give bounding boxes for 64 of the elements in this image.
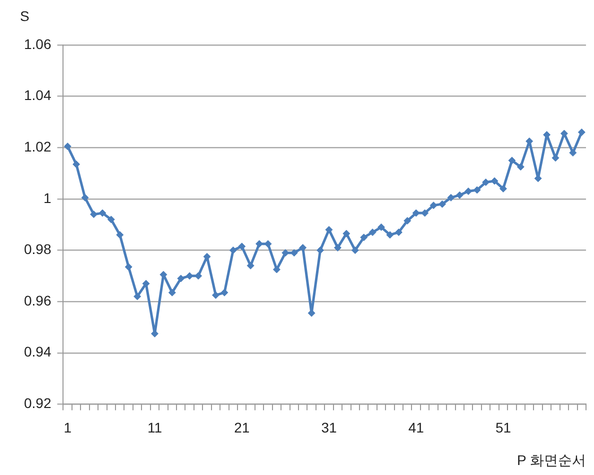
point <box>490 177 498 185</box>
y-tick-label: 0.96 <box>24 292 52 308</box>
point <box>334 244 342 252</box>
point <box>90 210 98 218</box>
y-tick-label: 1.04 <box>24 87 52 104</box>
point <box>299 244 307 252</box>
point <box>134 292 142 300</box>
point <box>569 149 577 157</box>
point <box>394 228 402 236</box>
point <box>560 130 568 138</box>
point <box>368 228 376 236</box>
point <box>464 187 472 195</box>
point <box>64 142 72 150</box>
point <box>220 288 228 296</box>
y-axis-title: S <box>20 8 30 24</box>
point <box>482 178 490 186</box>
x-tick-label: 51 <box>495 419 512 436</box>
point <box>116 231 124 239</box>
point <box>351 246 359 254</box>
point <box>238 242 246 250</box>
x-tick-label: 31 <box>321 419 337 436</box>
point <box>447 194 455 202</box>
point <box>430 202 438 210</box>
point <box>421 209 429 217</box>
point <box>272 266 280 274</box>
x-axis-title: P 화면순서 <box>517 452 586 470</box>
point <box>438 200 446 208</box>
point <box>81 194 89 202</box>
y-tick-label: 0.98 <box>24 241 52 258</box>
x-tick-label: 1 <box>64 419 72 436</box>
point <box>360 234 368 242</box>
x-tick-label: 11 <box>147 419 162 436</box>
x-tick-label: 41 <box>408 419 424 436</box>
y-tick-label: 0.92 <box>24 395 52 412</box>
point <box>404 217 412 224</box>
point <box>508 156 516 164</box>
point <box>229 246 237 254</box>
point <box>325 226 333 234</box>
point <box>212 291 220 299</box>
point <box>499 184 507 192</box>
point <box>516 163 524 171</box>
point <box>342 230 350 238</box>
point <box>194 272 202 280</box>
point <box>98 209 106 217</box>
point <box>282 249 290 257</box>
point <box>378 223 386 231</box>
point <box>186 272 194 280</box>
point <box>386 231 394 239</box>
point <box>168 288 176 296</box>
point <box>107 216 115 224</box>
x-tick-label: 21 <box>234 419 250 436</box>
y-tick-label: 1.06 <box>24 36 52 52</box>
y-tick-label: 1.02 <box>24 138 52 154</box>
point <box>264 240 272 248</box>
y-tick-label: 1 <box>43 190 52 206</box>
point <box>246 262 254 270</box>
point <box>72 160 80 168</box>
point <box>177 274 185 282</box>
point <box>578 128 586 136</box>
point <box>456 191 464 199</box>
point <box>473 186 481 194</box>
y-tick-label: 0.94 <box>24 344 52 360</box>
point <box>412 209 420 217</box>
point <box>124 263 132 271</box>
